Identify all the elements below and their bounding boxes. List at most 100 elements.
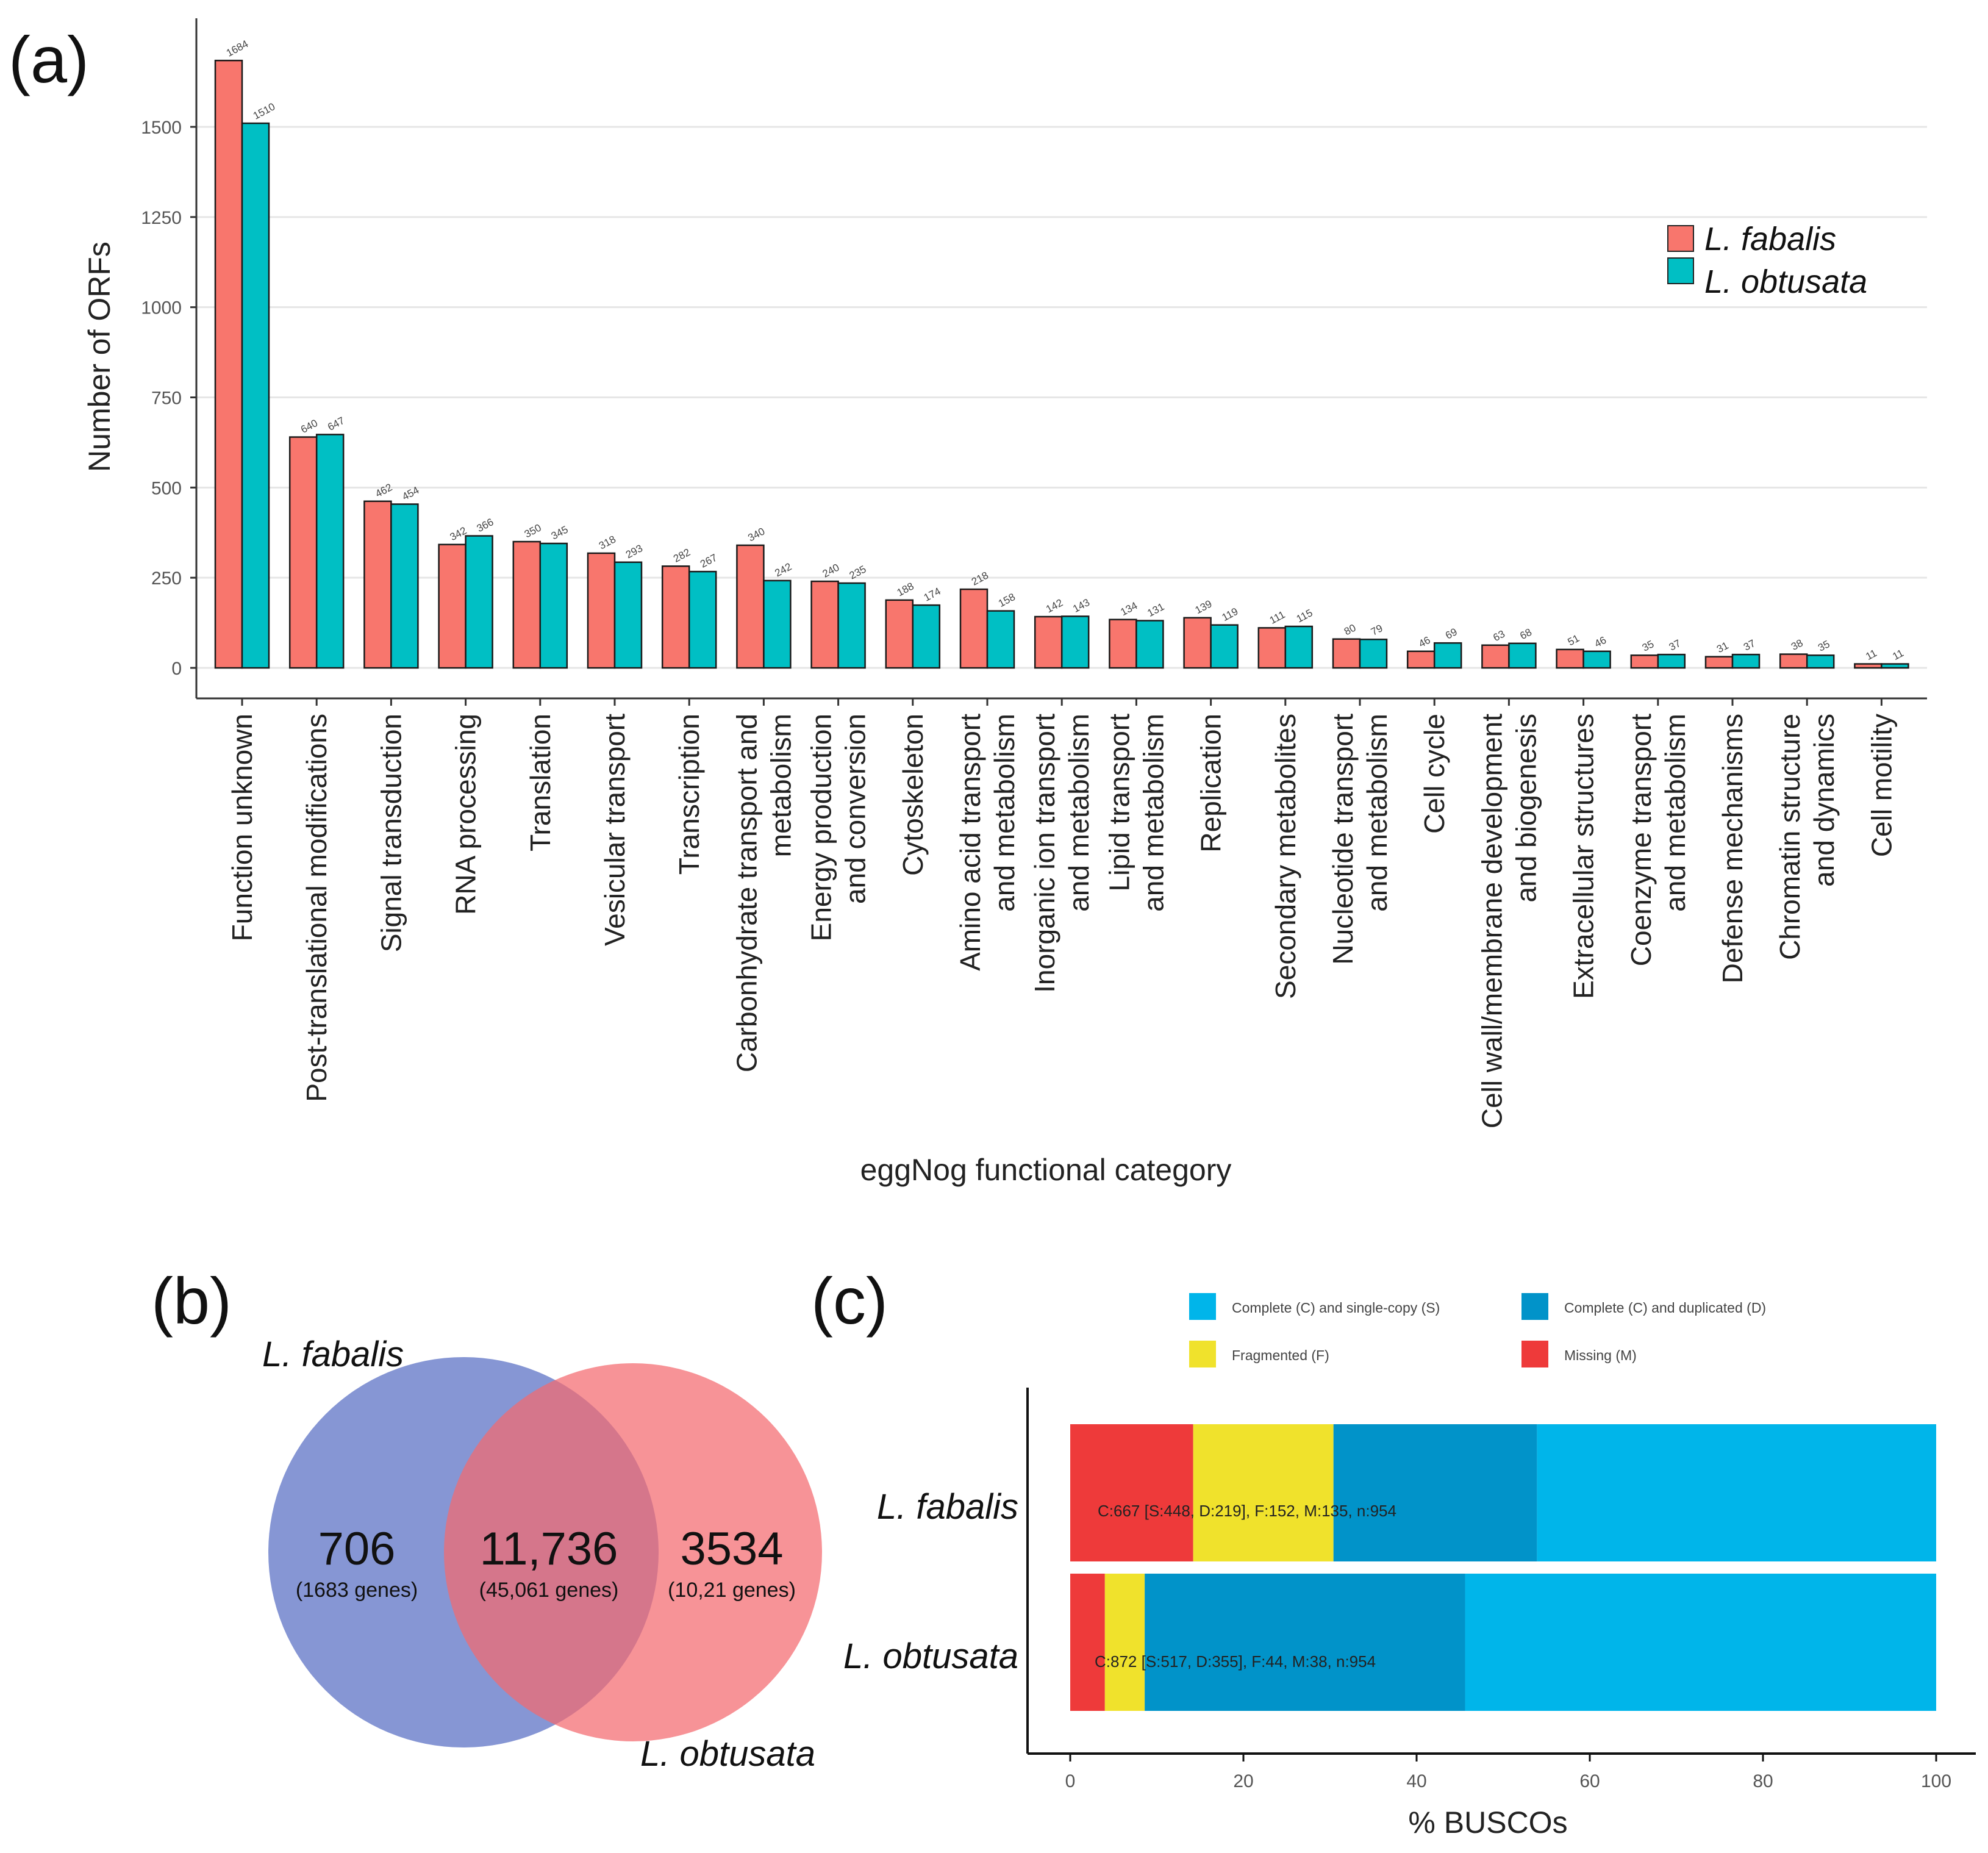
bar-value-label: 235 [848,563,868,581]
x-category-label: Defense mechanisms [1717,714,1748,983]
bar-fabalis [1704,656,1734,669]
busco-x-tick-label: 60 [1579,1771,1600,1791]
bar-fabalis [587,552,616,669]
busco-summary-obtusata: C:872 [S:517, D:355], F:44, M:38, n:954 [1095,1652,1376,1671]
bar-fabalis [1779,653,1808,669]
busco-x-tick-label: 80 [1753,1771,1773,1791]
busco-bars [1070,1424,1936,1711]
x-category-line: Inorganic ion transport [1029,714,1060,993]
legend-swatch-fragmented [1189,1341,1216,1367]
x-category-label: Replication [1195,714,1227,853]
bar-obtusata [241,122,270,669]
x-category-line: Carbonhydrate transport and [731,714,762,1072]
bar-value-label: 80 [1342,622,1358,638]
venn-genes-obtusata-only: (10,21 genes) [668,1579,796,1602]
bar-fabalis [1109,618,1137,669]
bar-obtusata [539,542,568,669]
bar-value-label: 142 [1044,597,1065,615]
x-category-label: Cytoskeleton [897,714,929,876]
legend-swatch-duplicated [1521,1293,1548,1320]
bar-fabalis [661,565,690,669]
x-category-label: Function unknown [226,714,258,941]
x-category-line: Function unknown [226,714,258,941]
panel-label-c: (c) [811,1264,888,1338]
bar-obtusata [1731,653,1761,669]
busco-x-tick-label: 100 [1921,1771,1951,1791]
y-tick-label: 500 [151,478,182,498]
x-category-label: Lipid transport and metabolism [1103,714,1169,912]
bar-obtusata [1881,663,1909,669]
bar-fabalis [1406,650,1436,669]
x-category-label: Signal transduction [375,714,407,952]
bar-value-label: 647 [326,415,346,433]
bar-value-label: 46 [1417,634,1432,650]
x-category-labels: Function unknown Post-translational modif… [226,698,1897,1128]
venn-diagram: L. fabalis L. obtusata 706 (1683 genes) … [262,1335,822,1774]
bar-value-label: 37 [1742,637,1757,653]
x-category-label: Post-translational modifications [301,714,332,1102]
busco-segment [1070,1424,1193,1561]
bar-obtusata [912,604,941,669]
bar-obtusata [1582,650,1611,669]
bar-fabalis [438,543,467,669]
bar-value-label: 139 [1193,598,1214,616]
bar-value-label: 340 [746,525,767,543]
venn-count-fabalis-only: 706 [318,1523,396,1575]
bar-value-label: 134 [1118,600,1139,618]
bar-value-label: 35 [1640,638,1656,654]
bar-value-label: 174 [922,586,943,604]
bar-value-label: 31 [1715,640,1731,656]
x-category-line: Energy production [806,714,837,941]
bar-value-label: 119 [1220,606,1240,624]
y-tick-label: 0 [171,659,182,679]
bar-value-label: 350 [523,521,543,540]
bar-value-label: 51 [1566,633,1582,648]
x-category-line: and dynamics [1808,714,1840,887]
x-category-line: Signal transduction [375,714,407,952]
bar-value-label: 158 [996,591,1017,609]
bar-obtusata [1284,625,1314,669]
venn-count-obtusata-only: 3534 [680,1523,783,1575]
x-category-label: Extracellular structures [1568,714,1600,999]
busco-x-tick-label: 20 [1233,1771,1253,1791]
x-category-line: and metabolism [1659,714,1691,912]
busco-segment [1465,1574,1936,1711]
bar-obtusata [1135,620,1164,669]
bar-value-label: 242 [773,561,793,579]
bar-obtusata [1806,654,1835,669]
busco-x-tick-label: 40 [1406,1771,1426,1791]
bar-value-label: 35 [1816,638,1832,654]
bar-value-label: 111 [1268,609,1287,626]
bar-fabalis [363,500,392,669]
bar-value-label: 462 [373,481,394,500]
x-category-line: and metabolism [1063,714,1095,912]
bar-obtusata [837,582,866,669]
x-category-label: Chromatin structure and dynamics [1774,714,1840,960]
bar-fabalis [1854,663,1883,669]
x-axis-title: eggNog functional category [860,1153,1232,1187]
x-category-line: metabolism [765,714,796,857]
x-category-line: Vesicular transport [599,714,631,946]
bar-fabalis [810,580,839,669]
bar-value-label: 79 [1369,622,1385,638]
venn-genes-shared: (45,061 genes) [479,1579,619,1602]
bar-value-label: 69 [1443,626,1459,642]
x-category-line: Cytoskeleton [897,714,929,876]
bar-obtusata [1210,624,1239,669]
x-category-label: Vesicular transport [599,714,631,946]
bar-value-label: 38 [1789,637,1805,653]
x-category-line: Extracellular structures [1568,714,1600,999]
legend-label-fragmented: Fragmented (F) [1232,1347,1329,1363]
busco-stacked-bar-chart: Complete (C) and single-copy (S) Complet… [843,1293,1976,1840]
bar-value-label: 218 [970,570,990,588]
bar-obtusata [986,610,1015,669]
x-category-line: and biogenesis [1510,714,1542,902]
x-category-line: Defense mechanisms [1717,714,1748,983]
x-category-line: Cell motility [1865,714,1897,857]
y-tick-label: 1250 [141,208,182,228]
x-category-label: Coenzyme transport and metabolism [1625,714,1691,966]
x-category-line: Lipid transport [1103,714,1135,892]
bar-value-label: 37 [1667,637,1683,653]
bar-value-label: 63 [1491,628,1507,644]
